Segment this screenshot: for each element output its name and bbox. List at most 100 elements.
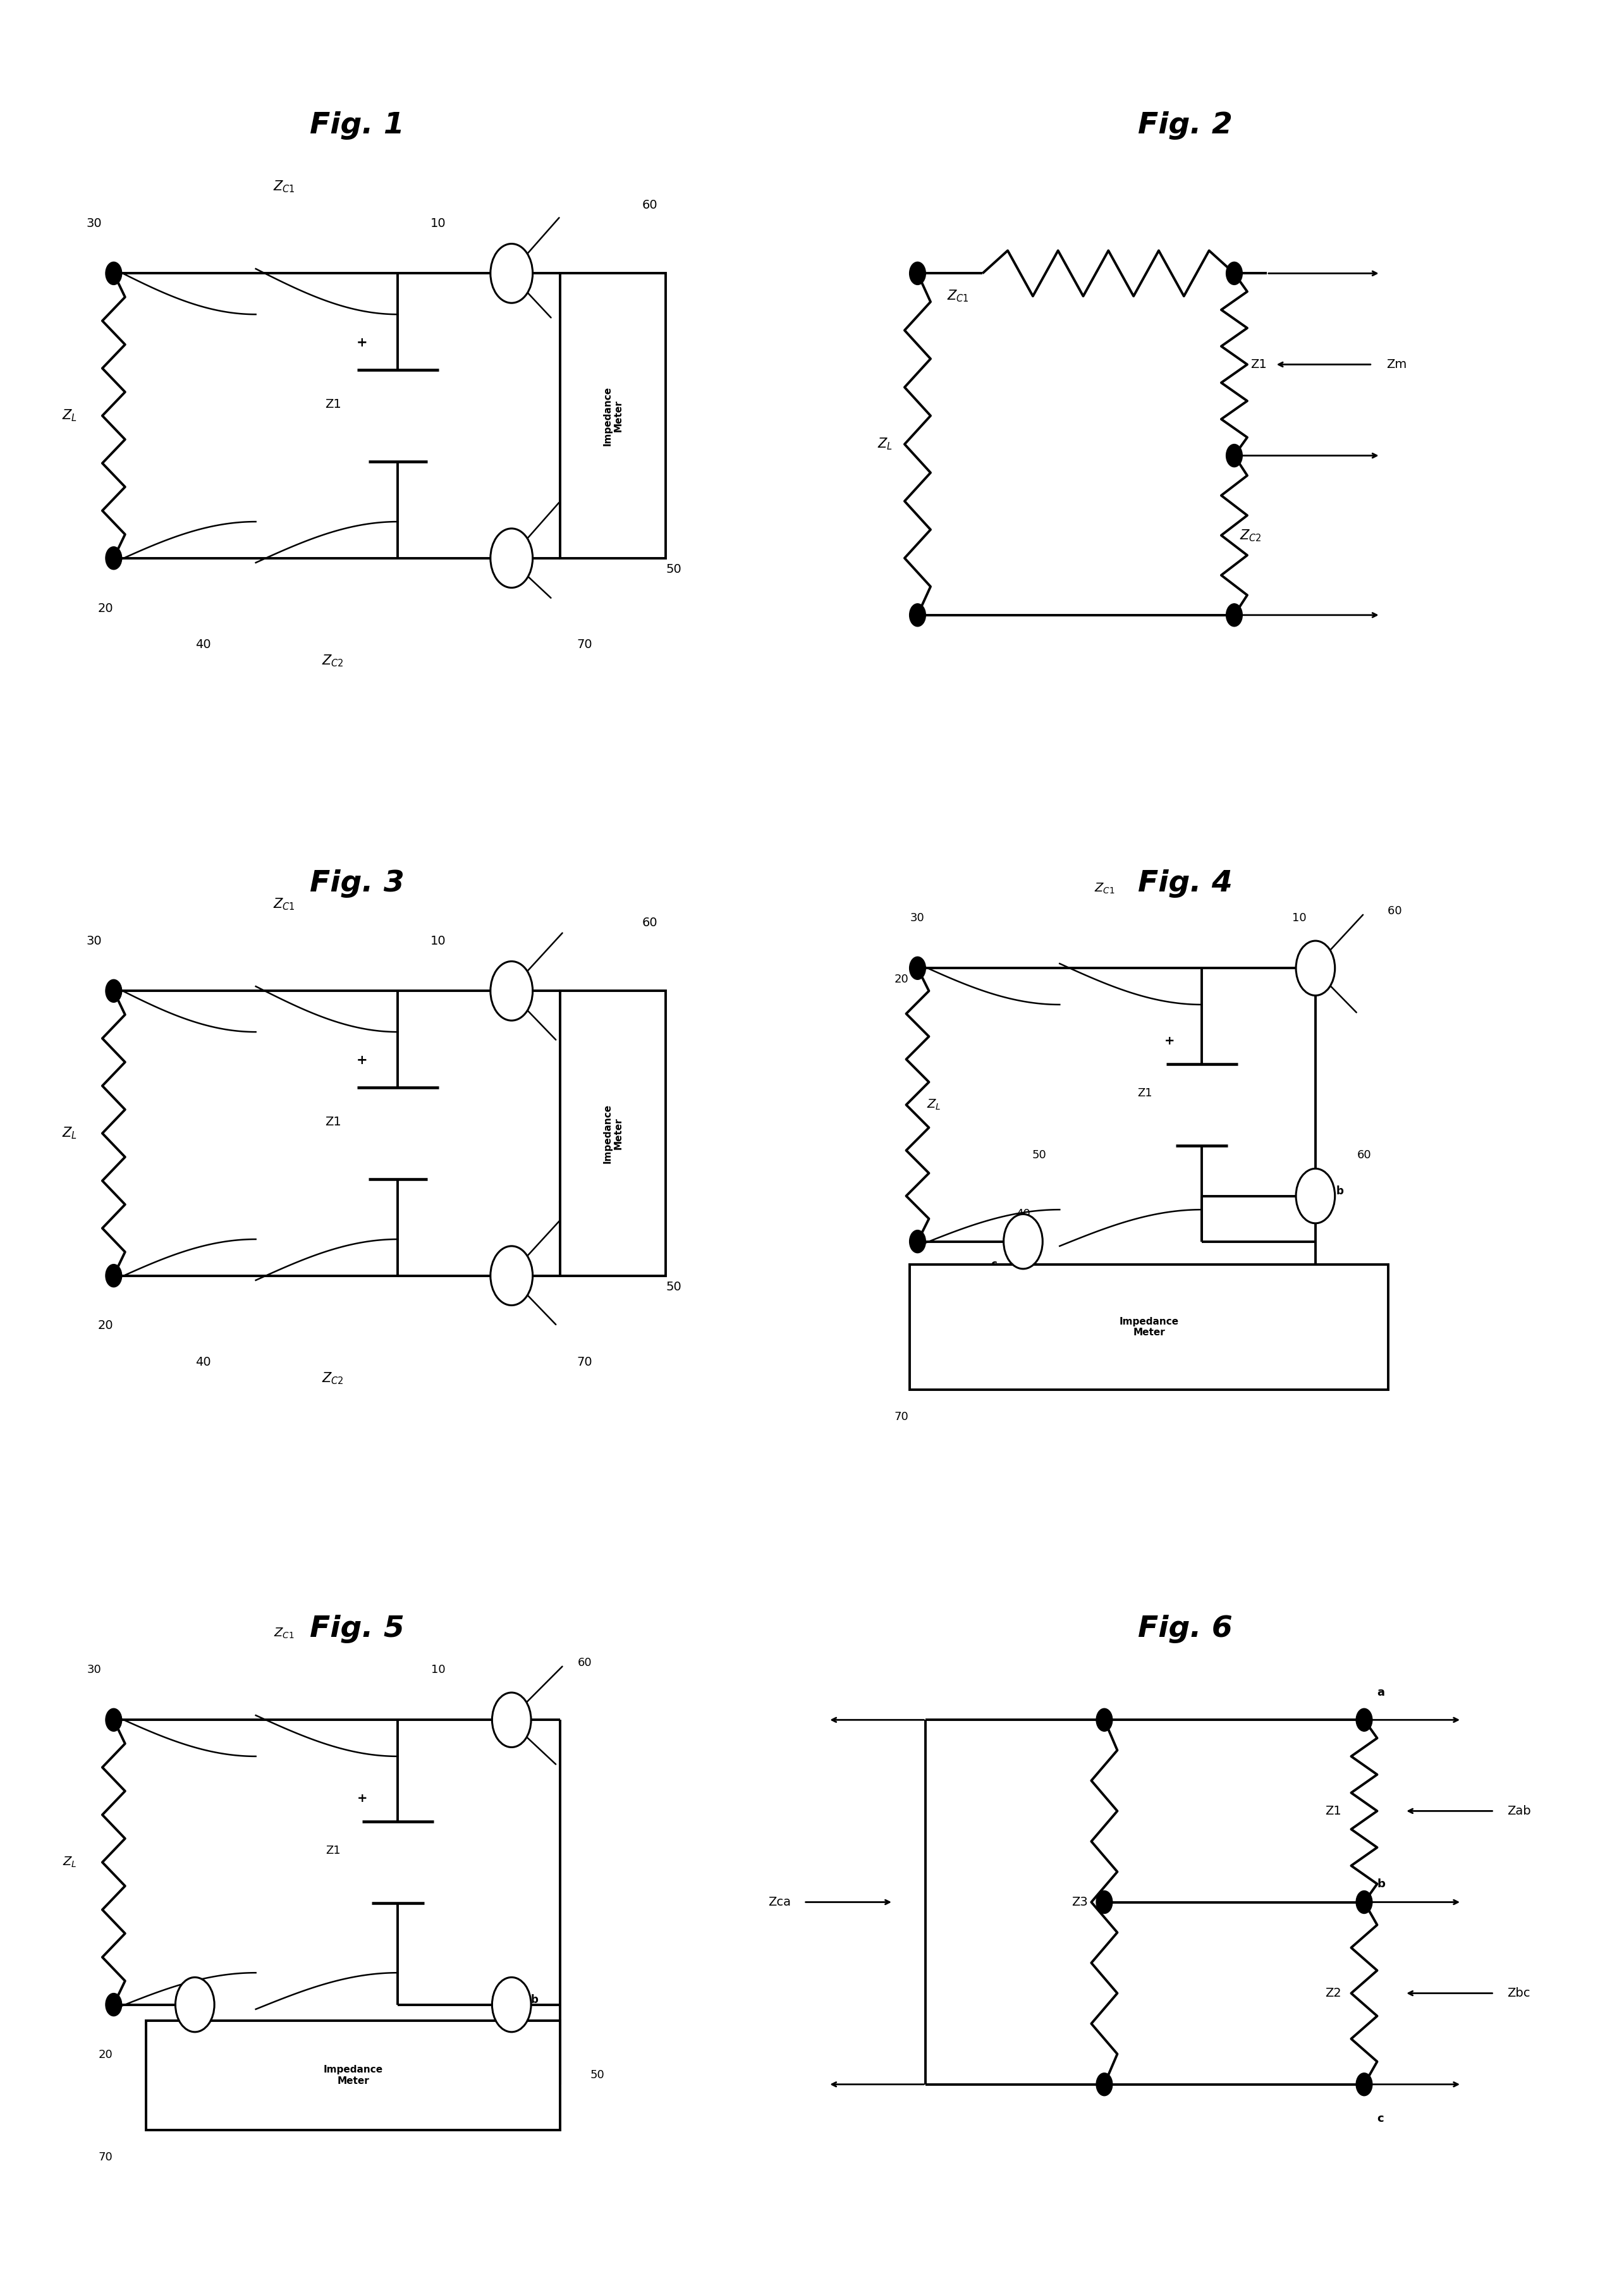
Circle shape: [490, 244, 533, 303]
Circle shape: [1226, 262, 1242, 285]
Circle shape: [490, 528, 533, 588]
Text: Impedance
Meter: Impedance Meter: [603, 385, 624, 446]
Text: 60: 60: [1358, 1150, 1371, 1160]
Circle shape: [106, 547, 122, 570]
Text: a: a: [512, 1713, 518, 1722]
Text: 40: 40: [197, 2087, 209, 2096]
Circle shape: [106, 1264, 122, 1287]
Text: 20: 20: [895, 975, 908, 984]
Text: Fig. 1: Fig. 1: [310, 112, 404, 139]
Text: b: b: [1337, 1187, 1343, 1196]
Text: 20: 20: [97, 601, 114, 615]
Text: b: b: [508, 1271, 515, 1280]
Circle shape: [492, 1977, 531, 2032]
Text: b: b: [1377, 1879, 1385, 1888]
Text: 50: 50: [1033, 1150, 1046, 1160]
Circle shape: [490, 961, 533, 1021]
Text: 70: 70: [99, 2153, 112, 2162]
Text: 40: 40: [195, 1355, 211, 1369]
Circle shape: [175, 1977, 214, 2032]
Text: 70: 70: [895, 1412, 908, 1421]
Text: Fig. 6: Fig. 6: [1138, 1615, 1233, 1642]
Text: 60: 60: [641, 916, 658, 929]
Text: 50: 50: [666, 1280, 682, 1294]
Text: 50: 50: [591, 2071, 604, 2080]
Text: b: b: [531, 1996, 538, 2005]
Text: Z1: Z1: [325, 1845, 341, 1857]
Text: Impedance
Meter: Impedance Meter: [603, 1103, 624, 1164]
Text: +: +: [357, 337, 367, 349]
Circle shape: [490, 1246, 533, 1305]
Text: c: c: [162, 2023, 169, 2032]
Text: +: +: [357, 1055, 367, 1066]
Text: Fig. 4: Fig. 4: [1138, 870, 1233, 898]
Text: $Z_{C2}$: $Z_{C2}$: [323, 2093, 343, 2107]
Circle shape: [1356, 1891, 1372, 1914]
Text: 20: 20: [97, 1319, 114, 1333]
Text: $Z_{C1}$: $Z_{C1}$: [273, 180, 296, 194]
Text: 30: 30: [86, 216, 102, 230]
Text: +: +: [1164, 1034, 1174, 1048]
Text: Fig. 2: Fig. 2: [1138, 112, 1233, 139]
Circle shape: [1226, 604, 1242, 626]
Circle shape: [1296, 1169, 1335, 1223]
Text: Z3: Z3: [1072, 1895, 1088, 1909]
Text: $Z_{C2}$: $Z_{C2}$: [1160, 1321, 1179, 1335]
Text: 10: 10: [430, 216, 447, 230]
Circle shape: [1096, 1891, 1112, 1914]
Circle shape: [492, 1693, 531, 1747]
Text: $Z_L$: $Z_L$: [62, 408, 78, 424]
Text: 10: 10: [1293, 913, 1306, 923]
Text: $Z_L$: $Z_L$: [62, 1125, 78, 1141]
Text: $Z_L$: $Z_L$: [63, 1857, 76, 1868]
Text: 30: 30: [86, 934, 102, 948]
Text: Z2: Z2: [1325, 1986, 1341, 2000]
Text: 30: 30: [911, 913, 924, 923]
Circle shape: [909, 1230, 926, 1253]
Text: 40: 40: [195, 638, 211, 652]
Circle shape: [106, 1708, 122, 1731]
Text: 20: 20: [99, 2050, 112, 2059]
Text: $Z_{C2}$: $Z_{C2}$: [1239, 528, 1262, 542]
Bar: [909, 1264, 1389, 1390]
Circle shape: [909, 262, 926, 285]
Text: $Z_{C1}$: $Z_{C1}$: [274, 1626, 294, 1640]
Text: 60: 60: [578, 1658, 591, 1667]
Text: $Z_{C1}$: $Z_{C1}$: [1095, 882, 1114, 895]
Text: a: a: [508, 986, 515, 995]
Text: 50: 50: [666, 563, 682, 576]
Text: $Z_{C1}$: $Z_{C1}$: [273, 898, 296, 911]
Circle shape: [909, 604, 926, 626]
Circle shape: [1096, 1708, 1112, 1731]
Text: 60: 60: [641, 198, 658, 212]
Text: $Z_{C1}$: $Z_{C1}$: [947, 289, 970, 303]
Text: Z1: Z1: [1325, 1804, 1341, 1818]
Bar: [560, 273, 666, 558]
Text: a: a: [1377, 1688, 1385, 1697]
Text: Z1: Z1: [1137, 1089, 1153, 1098]
Circle shape: [909, 957, 926, 980]
Text: $Z_L$: $Z_L$: [927, 1098, 940, 1112]
Circle shape: [106, 980, 122, 1002]
Text: Impedance
Meter: Impedance Meter: [323, 2066, 383, 2084]
Circle shape: [106, 262, 122, 285]
Text: Z1: Z1: [325, 399, 341, 410]
Text: 60: 60: [1387, 907, 1406, 916]
Circle shape: [1096, 2073, 1112, 2096]
Text: 10: 10: [430, 934, 447, 948]
Text: $Z_L$: $Z_L$: [877, 437, 893, 451]
Text: a: a: [1317, 961, 1324, 970]
Text: c: c: [1377, 2114, 1384, 2123]
Text: Fig. 5: Fig. 5: [310, 1615, 404, 1642]
Circle shape: [1296, 941, 1335, 995]
Text: $Z_{C2}$: $Z_{C2}$: [322, 654, 344, 667]
Text: Impedance
Meter: Impedance Meter: [1119, 1317, 1179, 1337]
Text: Zab: Zab: [1507, 1804, 1531, 1818]
Text: Zbc: Zbc: [1507, 1986, 1530, 2000]
Text: Z1: Z1: [1250, 358, 1267, 371]
Text: Fig. 3: Fig. 3: [310, 870, 404, 898]
Text: 70: 70: [577, 638, 593, 652]
Text: c: c: [991, 1260, 997, 1269]
Text: 40: 40: [1017, 1210, 1030, 1219]
Text: 10: 10: [432, 1665, 445, 1674]
